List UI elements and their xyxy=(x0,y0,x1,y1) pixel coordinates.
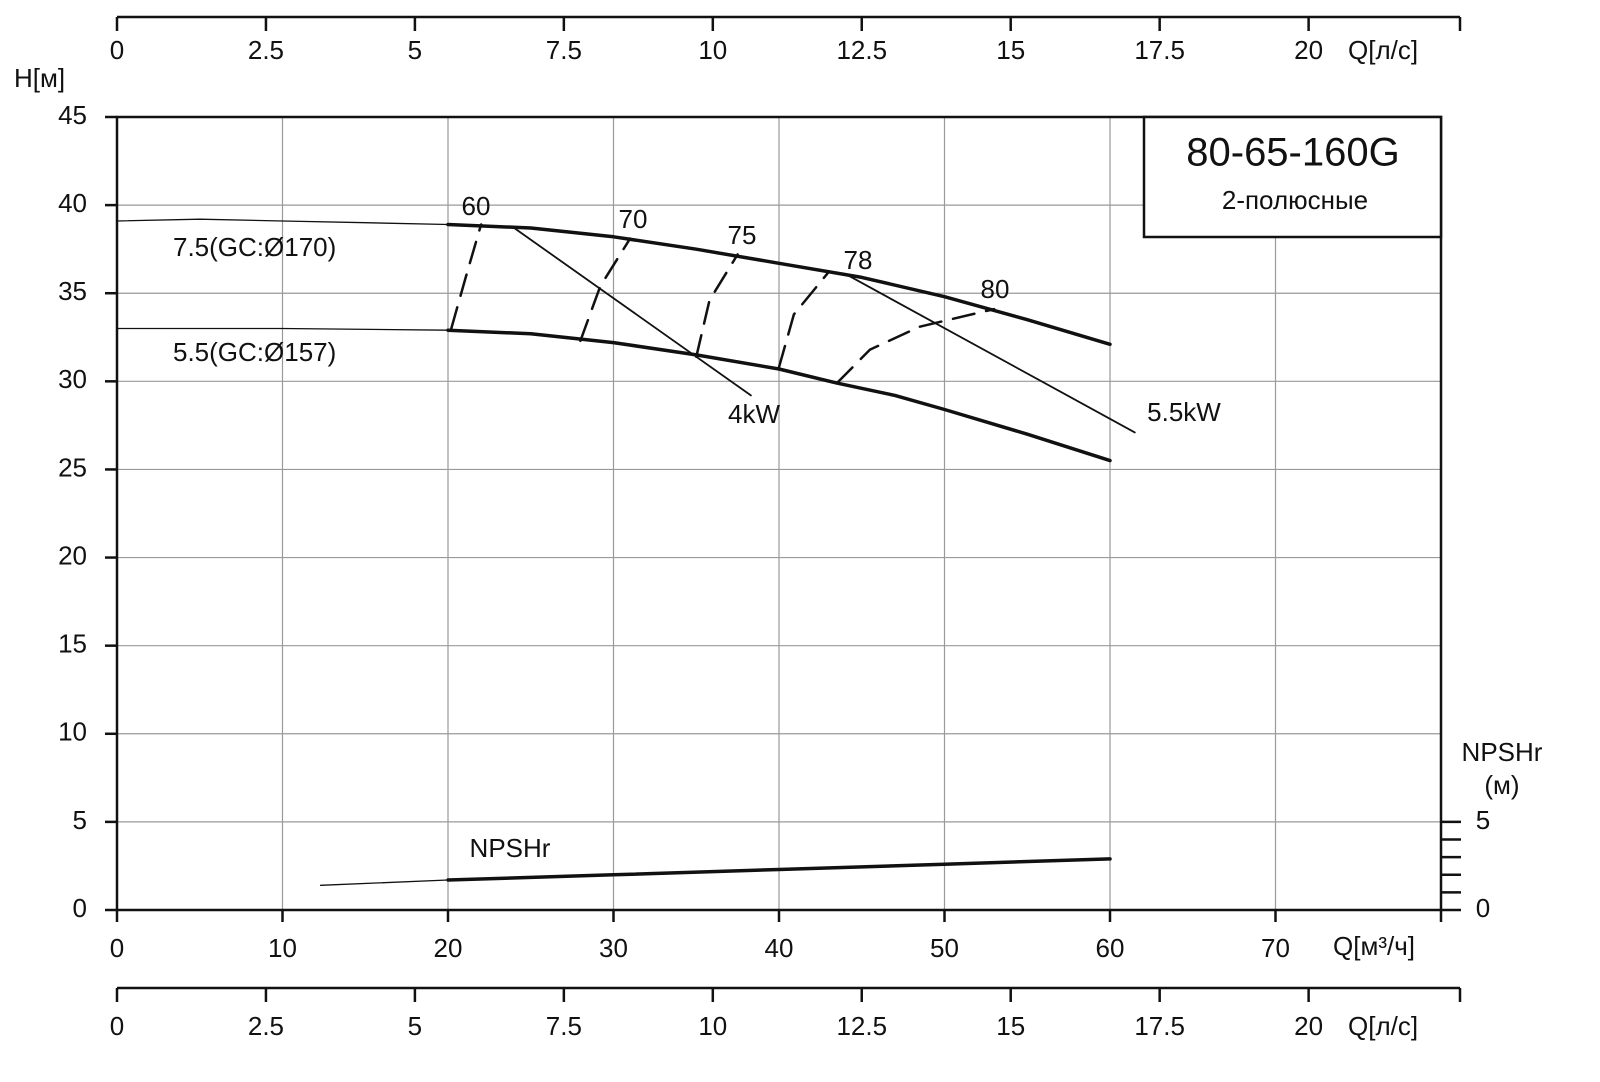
efficiency-curve xyxy=(579,237,632,343)
title-box xyxy=(1142,115,1443,239)
x-tick-label: 0 xyxy=(110,933,124,963)
y-tick-label: 45 xyxy=(58,100,87,130)
npsh-label: NPSHr xyxy=(470,833,551,863)
curve xyxy=(116,327,449,331)
x-axis-label: Q[м³/ч] xyxy=(1333,931,1415,961)
flow-tick-label: 15 xyxy=(996,1011,1025,1041)
flow-tick-label: 20 xyxy=(1294,1011,1323,1041)
curve xyxy=(319,879,449,886)
power-label: 4kW xyxy=(728,399,780,429)
y-tick-label: 0 xyxy=(73,893,87,923)
flow-tick-label: 5 xyxy=(408,1011,422,1041)
x-tick-label: 10 xyxy=(268,933,297,963)
y-tick-label: 35 xyxy=(58,276,87,306)
y-tick-label: 10 xyxy=(58,717,87,747)
flow-axis-label: Q[л/с] xyxy=(1348,35,1418,65)
flow-tick-label: 20 xyxy=(1294,35,1323,65)
efficiency-label: 75 xyxy=(728,220,757,250)
flow-tick-label: 10 xyxy=(698,35,727,65)
efficiency-curve xyxy=(835,307,996,385)
x-tick-label: 60 xyxy=(1096,933,1125,963)
x-tick-label: 20 xyxy=(434,933,463,963)
x-tick-label: 50 xyxy=(930,933,959,963)
curve xyxy=(446,222,1112,347)
flow-tick-label: 0 xyxy=(110,35,124,65)
y-tick-label: 5 xyxy=(73,805,87,835)
y-tick-label: 40 xyxy=(58,188,87,218)
flow-axis-label: Q[л/с] xyxy=(1348,1011,1418,1041)
chart-subtitle: 2-полюсные xyxy=(1222,185,1368,215)
flow-tick-label: 0 xyxy=(110,1011,124,1041)
efficiency-label: 80 xyxy=(981,274,1010,304)
flow-tick-label: 7.5 xyxy=(546,1011,582,1041)
flow-tick-label: 17.5 xyxy=(1134,1011,1185,1041)
flow-tick-label: 12.5 xyxy=(836,1011,887,1041)
efficiency-curve xyxy=(777,270,830,369)
y2-tick-label: 0 xyxy=(1476,893,1490,923)
flow-tick-label: 2.5 xyxy=(248,35,284,65)
y-axis-label: H[м] xyxy=(14,63,65,93)
y2-tick-label: 5 xyxy=(1476,805,1490,835)
curve xyxy=(116,218,449,226)
curve-label: 5.5(GC:Ø157) xyxy=(173,337,336,367)
flow-tick-label: 2.5 xyxy=(248,1011,284,1041)
y-tick-label: 25 xyxy=(58,452,87,482)
efficiency-curve xyxy=(450,223,483,330)
efficiency-label: 70 xyxy=(619,204,648,234)
efficiency-label: 60 xyxy=(462,191,491,221)
curve xyxy=(844,272,1136,434)
flow-tick-label: 10 xyxy=(698,1011,727,1041)
y-tick-label: 20 xyxy=(58,540,87,570)
curve xyxy=(446,328,1112,463)
power-label: 5.5kW xyxy=(1147,397,1221,427)
efficiency-curve xyxy=(695,253,739,358)
curve-label: 7.5(GC:Ø170) xyxy=(173,232,336,262)
y2-axis-label: (м) xyxy=(1484,770,1519,800)
flow-tick-label: 12.5 xyxy=(836,35,887,65)
x-tick-label: 30 xyxy=(599,933,628,963)
curve xyxy=(446,857,1112,882)
efficiency-label: 78 xyxy=(844,245,873,275)
y-tick-label: 15 xyxy=(58,629,87,659)
flow-tick-label: 7.5 xyxy=(546,35,582,65)
curve xyxy=(513,227,752,397)
x-tick-label: 70 xyxy=(1261,933,1290,963)
plot-frame xyxy=(115,115,1443,912)
x-tick-label: 40 xyxy=(765,933,794,963)
flow-tick-label: 15 xyxy=(996,35,1025,65)
flow-tick-label: 17.5 xyxy=(1134,35,1185,65)
y-tick-label: 30 xyxy=(58,364,87,394)
chart-title: 80-65-160G xyxy=(1186,131,1399,175)
y2-axis-label: NPSHr xyxy=(1462,737,1543,767)
flow-tick-label: 5 xyxy=(408,35,422,65)
